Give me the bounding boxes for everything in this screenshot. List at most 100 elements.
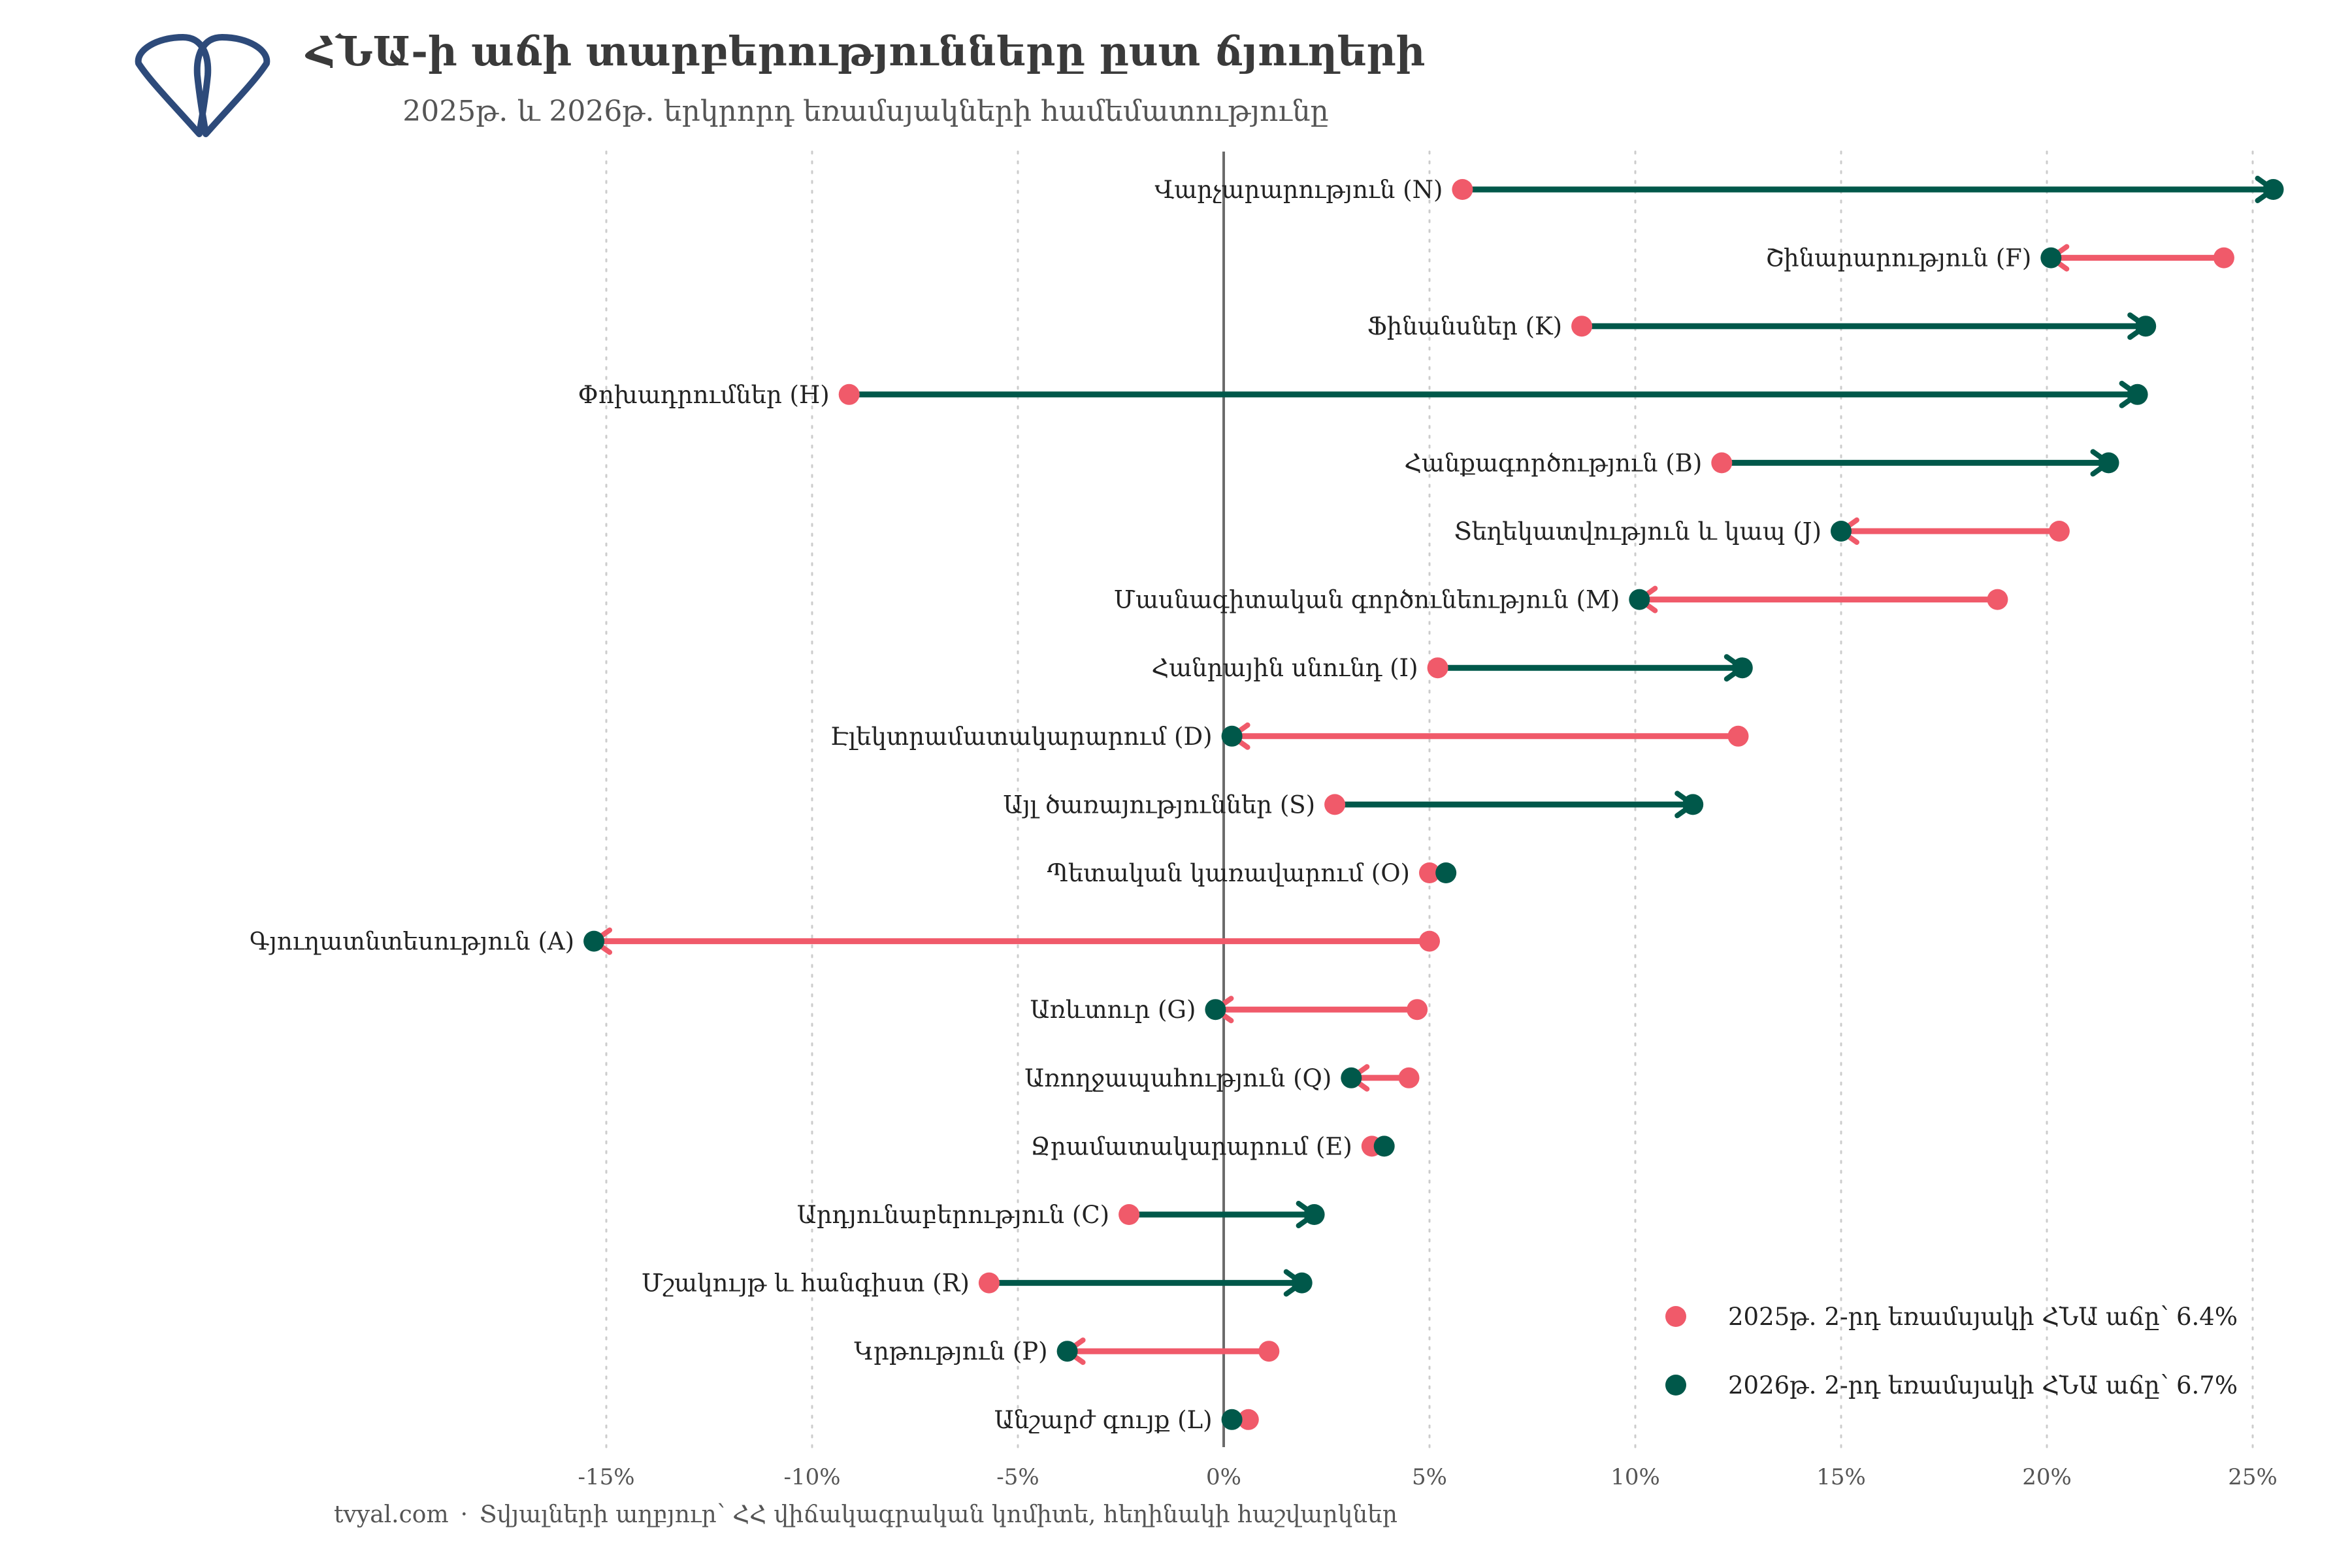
x-tick-label: -10%: [783, 1464, 840, 1490]
point-2026: [2040, 247, 2062, 269]
category-row: [1221, 722, 1749, 750]
category-label: Առևտուր (G): [1030, 996, 1196, 1024]
category-label: Ջրամատակարարում (E): [1030, 1132, 1352, 1160]
point-2026: [1629, 589, 1650, 610]
category-row: [1205, 996, 1428, 1024]
category-row: [1419, 862, 1457, 883]
point-2026: [1435, 862, 1457, 883]
source-separator: ·: [460, 1501, 468, 1528]
category-row: [1056, 1337, 1280, 1365]
legend-label: 2025թ․ 2-րդ եռամսյակի ՀՆԱ աճը՝ 6.4%: [1728, 1303, 2238, 1331]
grid-layer: [605, 150, 2254, 1448]
point-2025: [1419, 930, 1440, 952]
point-2026: [2098, 452, 2119, 474]
x-tick-label: -5%: [996, 1464, 1039, 1490]
point-2025: [1324, 794, 1346, 815]
category-label: Հանրային սնունդ (I): [1151, 654, 1418, 682]
category-label: Այլ ծառայություններ (S): [1003, 791, 1315, 819]
category-row: [1221, 1409, 1259, 1430]
legend: 2025թ․ 2-րդ եռամսյակի ՀՆԱ աճը՝ 6.4% 2026թ…: [1665, 1303, 2238, 1399]
point-2025: [2213, 247, 2234, 269]
category-label: Հանքագործություն (B): [1404, 449, 1702, 477]
category-labels: Վարչարարություն (N) Շինարարություն (F) Ֆին…: [250, 176, 2031, 1434]
category-row: [1361, 1135, 1395, 1157]
source-site: tvyal.com: [334, 1501, 449, 1528]
point-2026: [1221, 725, 1243, 747]
category-label: Շինարարություն (F): [1765, 244, 2031, 272]
point-2026: [1303, 1204, 1325, 1225]
category-label: Մասնագիտական գործունեություն (M): [1114, 586, 1620, 614]
legend-marker: [1665, 1306, 1686, 1327]
point-2025: [838, 384, 860, 405]
point-2026: [1731, 657, 1753, 679]
point-2025: [1407, 999, 1428, 1021]
point-2025: [1419, 862, 1440, 883]
category-row: [1571, 312, 2157, 340]
point-2026: [583, 930, 605, 952]
category-row: [1711, 449, 2119, 477]
point-2025: [1258, 1341, 1280, 1362]
category-label: Փոխադրումներ (H): [578, 381, 830, 409]
category-row: [1452, 176, 2284, 203]
point-2026: [1205, 999, 1226, 1021]
series-layer: [583, 176, 2284, 1430]
category-label: Պետական կառավարում (O): [1047, 859, 1410, 887]
legend-marker: [1665, 1375, 1686, 1396]
point-2025: [2048, 521, 2070, 542]
legend-label: 2026թ․ 2-րդ եռամսյակի ՀՆԱ աճը՝ 6.7%: [1728, 1371, 2238, 1399]
point-2025: [1119, 1204, 1140, 1225]
category-label: Էլեկտրամատակարարում (D): [830, 723, 1213, 751]
point-2026: [1373, 1135, 1395, 1157]
logo-icon: [135, 34, 270, 137]
x-tick-label: 15%: [1816, 1464, 1866, 1490]
category-row: [978, 1269, 1313, 1297]
point-2025: [1237, 1409, 1259, 1430]
point-2026: [1831, 521, 1852, 542]
x-tick-label: 10%: [1610, 1464, 1660, 1490]
point-2025: [1452, 179, 1473, 200]
point-2025: [1711, 452, 1733, 474]
point-2026: [1056, 1341, 1078, 1362]
category-label: Անշարժ գույք (L): [994, 1406, 1213, 1434]
point-2025: [1727, 725, 1749, 747]
point-2026: [1682, 794, 1704, 815]
x-axis-ticks: -15% -10% -5% 0% 5% 10% 15% 20% 25%: [578, 1464, 2277, 1490]
point-2026: [2262, 179, 2284, 200]
logo-petal-right: [193, 34, 270, 137]
category-label: Ֆինանսներ (K): [1367, 312, 1562, 340]
x-tick-label: 25%: [2228, 1464, 2278, 1490]
category-label: Առողջապահություն (Q): [1024, 1064, 1331, 1092]
category-row: [1629, 585, 2008, 613]
x-tick-label: 20%: [2022, 1464, 2072, 1490]
category-row: [1341, 1064, 1420, 1092]
category-label: Կրթություն (P): [854, 1337, 1047, 1365]
source-note: tvyal.com · Տվյալների աղբյուր՝ ՀՀ վիճակագր…: [0, 1501, 1731, 1528]
category-label: Տեղեկատվություն և կապ (J): [1454, 517, 1821, 546]
point-2025: [1398, 1067, 1420, 1088]
point-2026: [1221, 1409, 1243, 1430]
source-text: Տվյալների աղբյուր՝ ՀՀ վիճակագրական կոմիտ…: [480, 1501, 1397, 1528]
category-label: Գյուղատնտեսություն (A): [250, 928, 574, 956]
category-row: [583, 927, 1440, 955]
category-row: [1119, 1201, 1325, 1228]
category-row: [1324, 791, 1704, 819]
category-row: [1427, 654, 1753, 682]
category-label: Վարչարարություն (N): [1154, 176, 1443, 204]
x-tick-label: -15%: [578, 1464, 634, 1490]
logo-petal-left: [135, 34, 212, 137]
category-label: Մշակույթ և հանգիստ (R): [642, 1269, 970, 1298]
point-2025: [1571, 316, 1593, 337]
category-row: [2040, 244, 2234, 272]
point-2025: [1427, 657, 1448, 679]
category-row: [1831, 517, 2070, 545]
point-2025: [1987, 589, 2008, 610]
point-2026: [2135, 316, 2157, 337]
x-tick-label: 0%: [1206, 1464, 1241, 1490]
x-tick-label: 5%: [1412, 1464, 1447, 1490]
chart-title: ՀՆԱ-ի աճի տարբերությունները ըստ ճյուղերի: [306, 27, 1426, 75]
category-label: Արդյունաբերություն (C): [797, 1201, 1109, 1229]
category-row: [838, 380, 2148, 408]
point-2026: [1341, 1067, 1362, 1088]
chart-subtitle: 2025թ․ և 2026թ․ երկրորդ եռամսյակների համ…: [402, 95, 1329, 128]
point-2026: [2127, 384, 2148, 405]
